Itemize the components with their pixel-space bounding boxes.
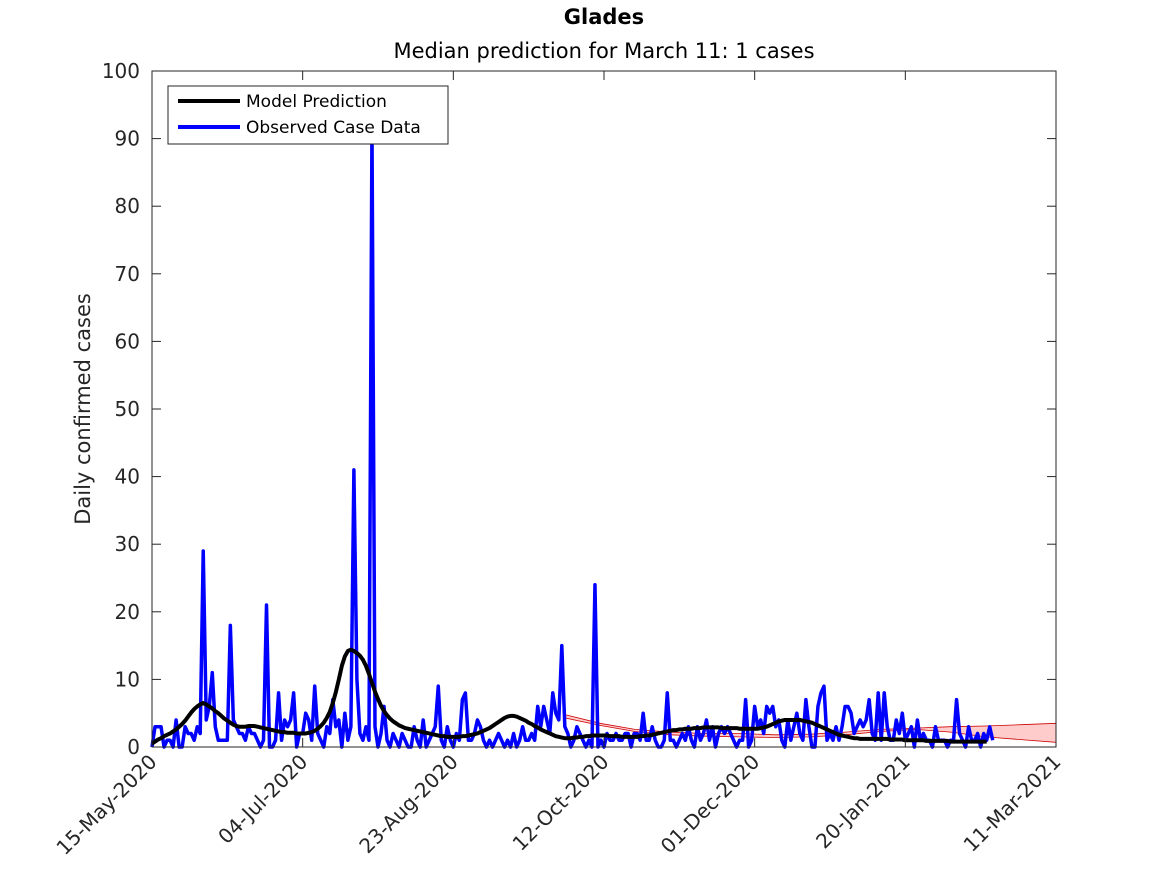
plot-area (152, 71, 1056, 747)
series-line-observed-cases (150, 123, 995, 749)
y-tick-label: 60 (115, 329, 140, 353)
legend-box (167, 85, 449, 145)
series-lines (150, 123, 995, 749)
y-tick-label: 20 (115, 600, 140, 624)
x-tick-label: 11-Mar-2021 (959, 750, 1066, 857)
x-tick-label: 15-May-2020 (51, 750, 161, 860)
x-tick-label: 04-Jul-2020 (213, 750, 312, 849)
y-tick-label: 10 (115, 667, 140, 691)
series-line-model-prediction (150, 647, 987, 746)
y-tick-label: 100 (102, 59, 140, 83)
y-tick-label: 50 (115, 397, 140, 421)
x-tick-label: 12-Oct-2020 (508, 750, 614, 856)
legend: Model Prediction Observed Case Data (167, 85, 449, 145)
legend-label-prediction: Model Prediction (246, 92, 387, 112)
y-tick-label: 0 (127, 735, 140, 759)
x-tick-label: 01-Dec-2020 (656, 750, 765, 859)
x-tick-label: 23-Aug-2020 (354, 750, 462, 858)
y-tick-label: 90 (115, 127, 140, 151)
y-tick-label: 30 (115, 532, 140, 556)
y-tick-label: 40 (115, 465, 140, 489)
legend-label-observed: Observed Case Data (246, 118, 421, 138)
x-tick-label: 20-Jan-2021 (811, 750, 915, 854)
y-axis-label: Daily confirmed cases (71, 293, 95, 525)
chart-subtitle: Median prediction for March 11: 1 cases (393, 39, 814, 63)
y-tick-label: 70 (115, 262, 140, 286)
y-tick-label: 80 (115, 194, 140, 218)
chart-title: Glades (564, 5, 644, 29)
